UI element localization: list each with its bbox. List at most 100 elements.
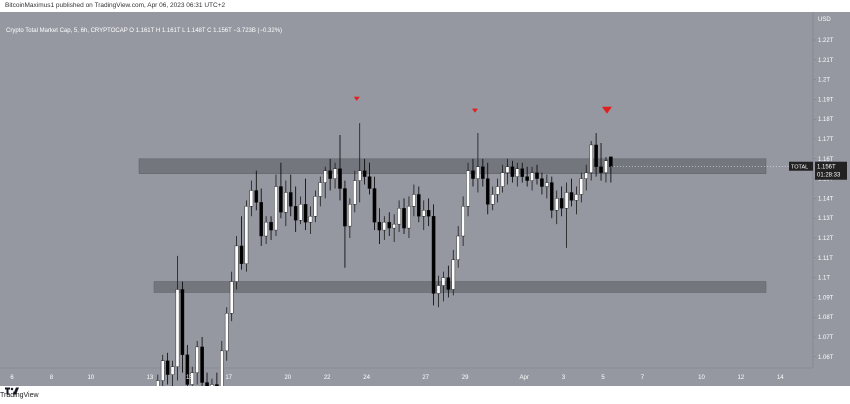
publisher-header: BitcoinMaximus1 published on TradingView…: [0, 0, 850, 12]
candle: [298, 196, 303, 225]
candle: [471, 158, 475, 187]
candle: [254, 170, 259, 211]
candle-body: [352, 180, 357, 205]
y-tick-label: 1.16T: [818, 157, 834, 163]
candle-body: [481, 166, 485, 179]
candle-body: [298, 204, 303, 221]
candle-body: [372, 188, 377, 223]
candle: [441, 271, 446, 302]
candle-body: [234, 245, 239, 282]
candle: [229, 271, 234, 322]
chart-area[interactable]: USD 1.22T 1.21T 1.2T 1.19T 1.18T 1.17T 1.16T 1.1…: [0, 12, 850, 386]
candle-body: [530, 172, 534, 181]
candle-body: [308, 216, 313, 223]
y-tick-label: 1.09T: [818, 295, 834, 301]
y-tick-label: 1.17T: [818, 137, 834, 143]
candle: [367, 162, 372, 195]
candle-body: [500, 172, 505, 187]
candle: [426, 198, 431, 227]
candle: [220, 340, 224, 386]
candle-body: [279, 186, 283, 213]
candle-body: [407, 206, 411, 229]
candle: [210, 378, 214, 386]
y-tick-label: 1.22T: [818, 38, 834, 44]
candle: [259, 188, 264, 246]
candle-body: [215, 384, 219, 386]
red-arrow-marker: [601, 106, 612, 114]
candle: [589, 140, 593, 181]
candle: [525, 166, 529, 187]
y-tick-label: 1.2T: [818, 78, 830, 84]
candle: [185, 344, 190, 386]
candle: [308, 206, 313, 235]
candle-body: [323, 170, 328, 183]
candle-body: [274, 186, 278, 231]
candle-body: [426, 210, 431, 217]
candle: [436, 275, 441, 308]
candle-body: [264, 221, 268, 237]
price-badge-countdown: 01:28:33: [817, 173, 841, 179]
y-axis-unit: USD: [818, 17, 831, 23]
candle: [244, 200, 249, 272]
candle: [490, 186, 495, 211]
candle: [362, 158, 367, 185]
candle-body: [559, 198, 564, 209]
candle-body: [609, 156, 613, 167]
candle: [328, 158, 332, 191]
candle-body: [549, 182, 554, 211]
y-tick-label: 1.06T: [818, 355, 834, 361]
candle-body: [505, 166, 510, 173]
candle-body: [495, 186, 500, 195]
candle-body: [205, 382, 209, 386]
candle: [170, 360, 175, 386]
candle-body: [594, 144, 598, 167]
candle: [500, 164, 505, 193]
x-tick-label: 10: [698, 375, 705, 381]
candle: [318, 176, 323, 207]
tradingview-logo-icon: [5, 387, 19, 395]
candle: [530, 166, 534, 191]
candle: [540, 172, 544, 195]
candle: [195, 340, 199, 385]
candle: [293, 186, 298, 233]
candle: [274, 174, 278, 237]
y-tick-label: 1.11T: [818, 256, 833, 262]
symbol-badge-label: TOTAL: [791, 165, 808, 171]
candle: [215, 372, 219, 386]
candle: [160, 354, 165, 386]
candle: [545, 174, 549, 199]
candle-body: [525, 176, 529, 181]
candle-body: [535, 172, 539, 179]
candle: [564, 182, 569, 248]
candle-body: [338, 168, 342, 189]
red-arrow-marker: [353, 96, 360, 101]
candle-body: [471, 170, 475, 179]
candle-body: [244, 206, 249, 264]
x-tick-label: 29: [462, 375, 469, 381]
x-tick-label: 8: [50, 375, 54, 381]
candle-body: [441, 277, 446, 286]
candle-body: [397, 208, 401, 225]
candle: [357, 123, 362, 203]
candle-body: [392, 223, 396, 229]
candle-body: [564, 192, 569, 209]
candle: [264, 216, 268, 244]
candle: [476, 133, 480, 193]
x-tick-label: 15: [186, 375, 193, 381]
candle: [510, 160, 515, 183]
candle: [205, 372, 209, 386]
resistance-zone: [138, 158, 767, 174]
candle-body: [249, 190, 254, 207]
candlestick-chart[interactable]: USD 1.22T 1.21T 1.2T 1.19T 1.18T 1.17T 1.16T 1.1…: [0, 12, 850, 386]
candle-body: [303, 204, 308, 223]
candle: [180, 281, 185, 373]
candle: [348, 198, 352, 238]
price-badge-value: 1.156T: [817, 165, 836, 171]
candle: [279, 162, 283, 219]
support-zone: [153, 281, 767, 293]
candle-body: [367, 176, 372, 189]
candle: [338, 135, 342, 201]
candle: [190, 366, 195, 386]
x-tick-label: Apr: [520, 375, 529, 381]
x-tick-label: 10: [87, 375, 94, 381]
